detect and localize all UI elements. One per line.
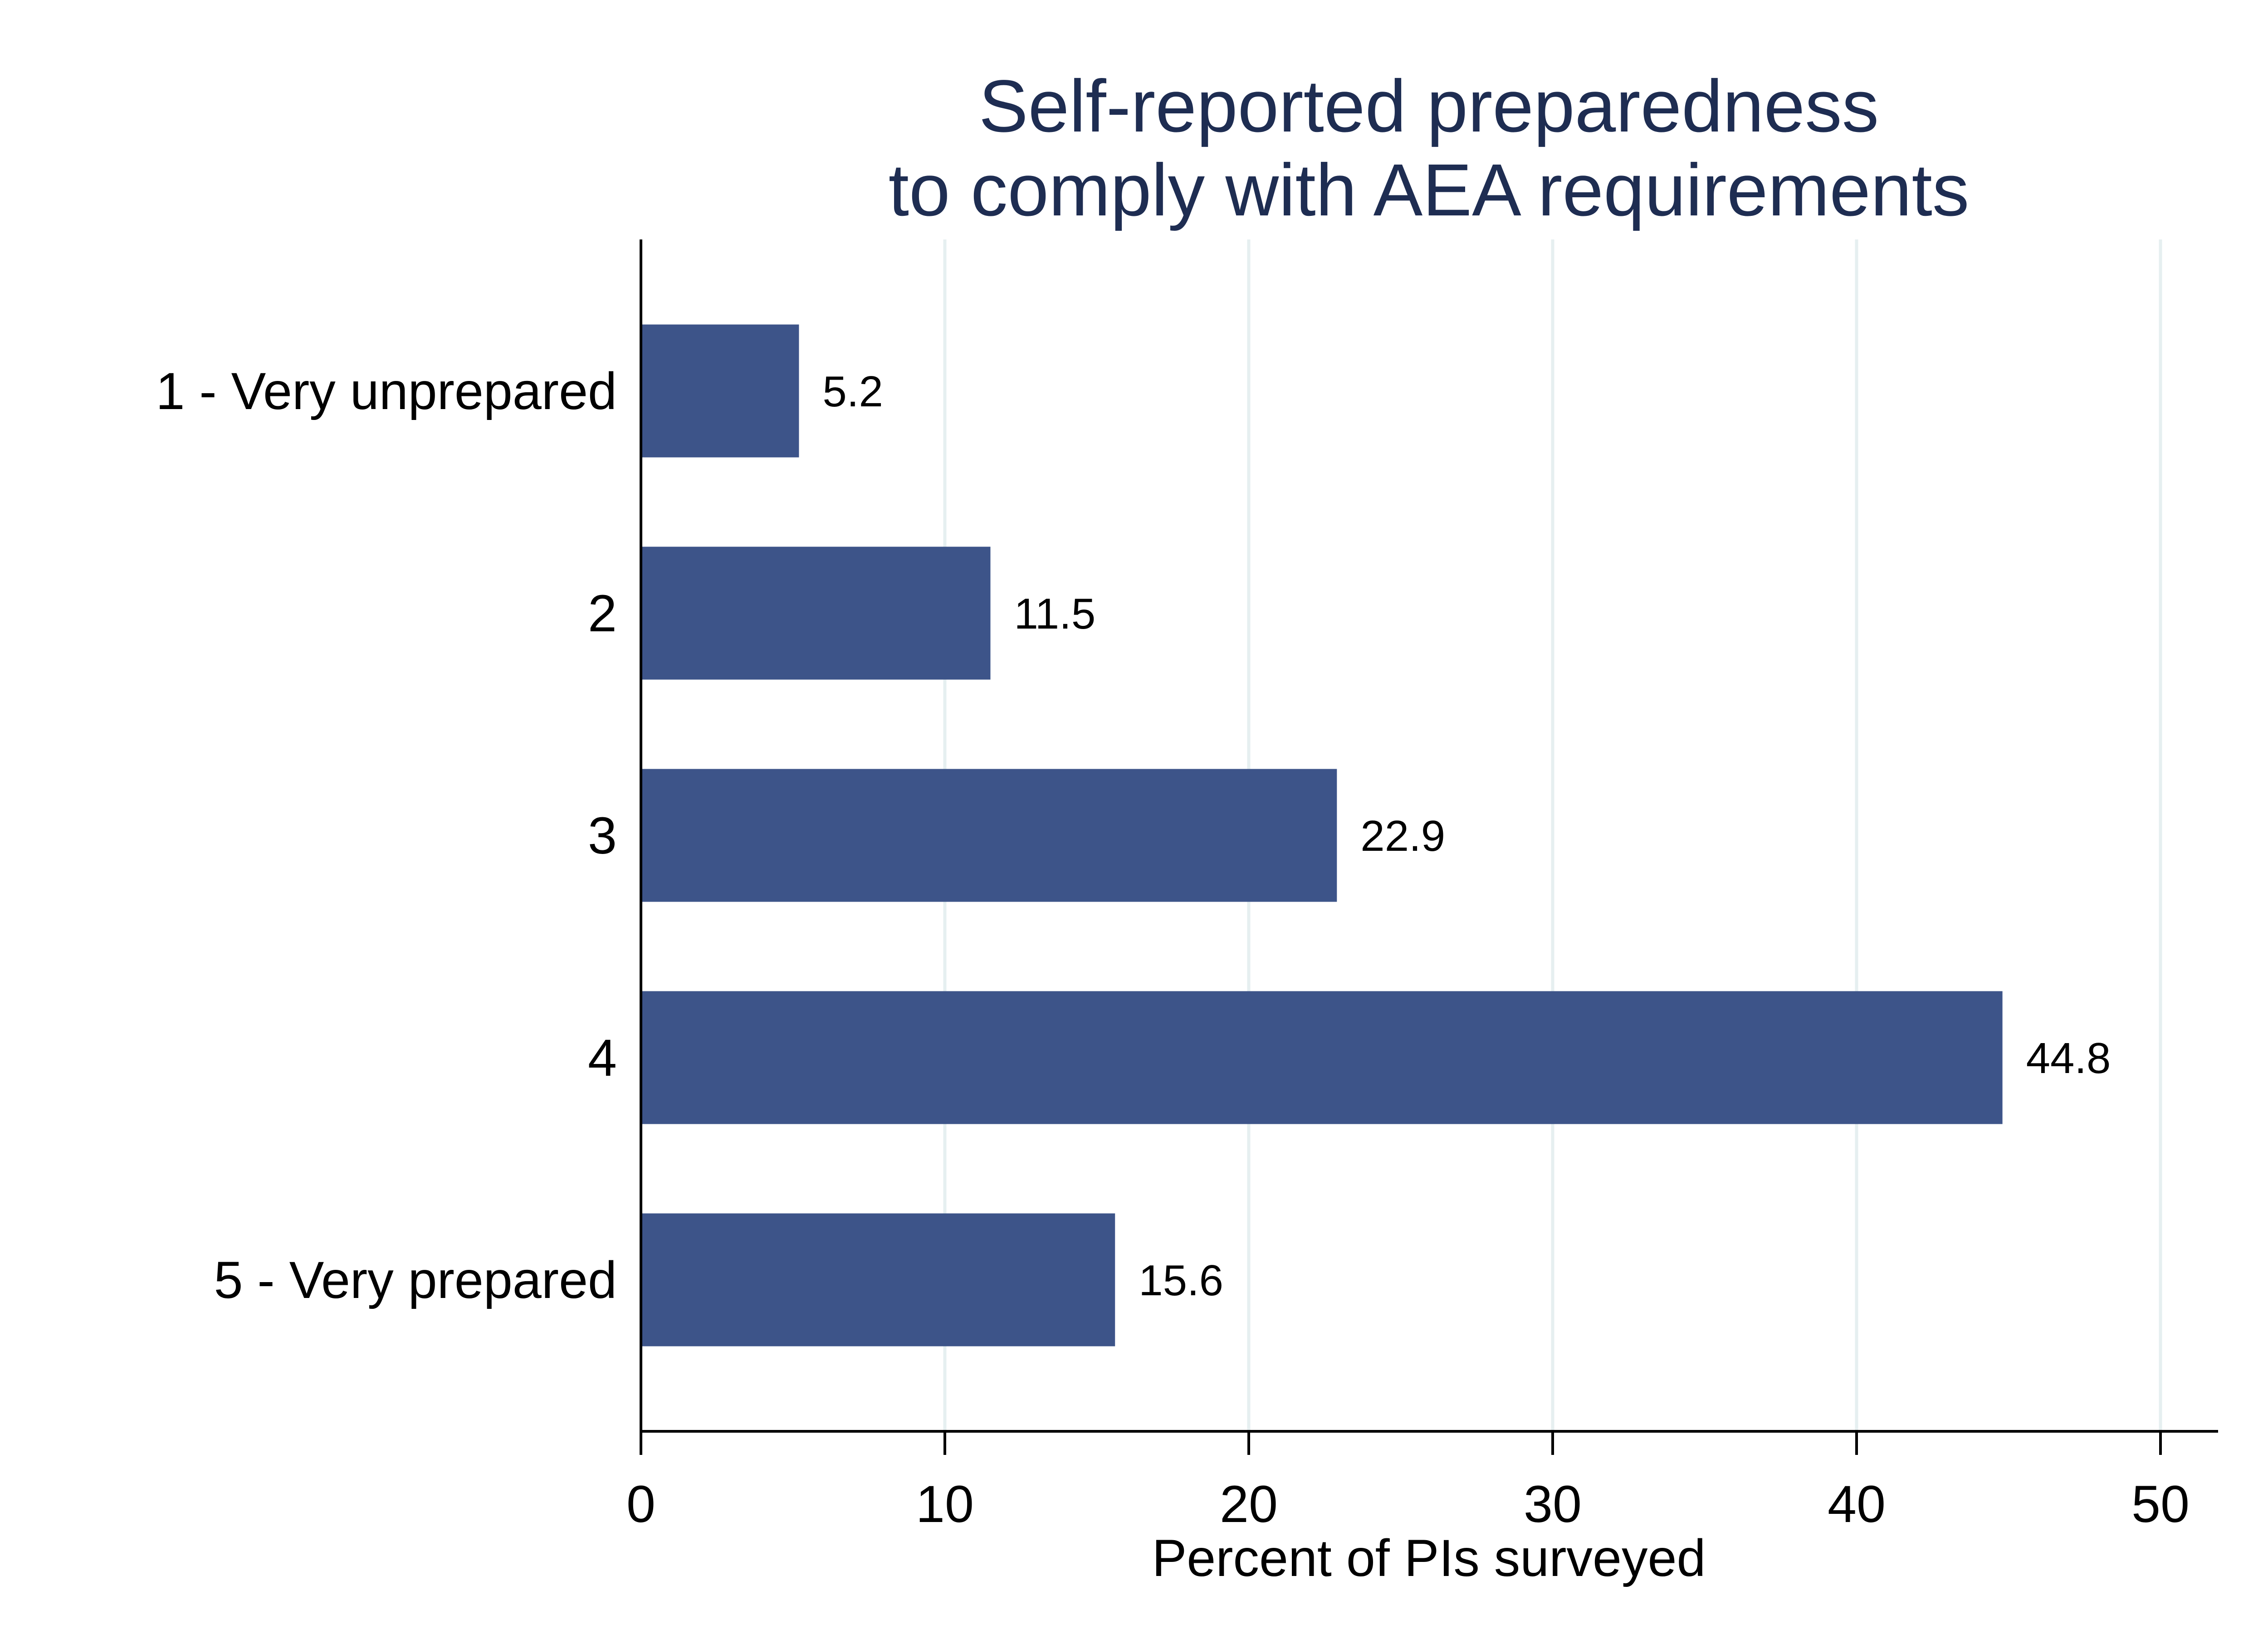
x-axis-title: Percent of PIs surveyed bbox=[1152, 1529, 1706, 1587]
data-label: 15.6 bbox=[1139, 1256, 1223, 1305]
x-tick-label: 10 bbox=[916, 1475, 974, 1533]
category-label: 4 bbox=[588, 1029, 617, 1087]
bar bbox=[641, 546, 991, 680]
chart-title-line-1: Self-reported preparedness bbox=[979, 64, 1879, 147]
bar bbox=[641, 1213, 1115, 1347]
category-label: 2 bbox=[588, 585, 617, 643]
x-tick-label: 40 bbox=[1828, 1475, 1886, 1533]
category-label: 5 - Very prepared bbox=[214, 1251, 617, 1309]
data-labels: 5.2 11.5 22.9 44.8 15.6 bbox=[822, 367, 2111, 1305]
data-label: 44.8 bbox=[2026, 1034, 2111, 1083]
data-label: 22.9 bbox=[1360, 812, 1445, 860]
bars bbox=[641, 324, 2003, 1347]
x-tick-label: 0 bbox=[626, 1475, 655, 1533]
x-tick-label: 20 bbox=[1220, 1475, 1278, 1533]
chart-title-line-2: to comply with AEA requirements bbox=[889, 148, 1970, 231]
category-label: 3 bbox=[588, 807, 617, 865]
bar bbox=[641, 769, 1337, 902]
bar bbox=[641, 991, 2003, 1124]
x-tick-label: 50 bbox=[2131, 1475, 2190, 1533]
category-label: 1 - Very unprepared bbox=[156, 362, 617, 420]
bar bbox=[641, 324, 799, 458]
category-labels: 1 - Very unprepared 2 3 4 5 - Very prepared bbox=[156, 362, 617, 1309]
x-ticks: 0 10 20 30 40 50 bbox=[626, 1431, 2190, 1533]
data-label: 5.2 bbox=[822, 367, 883, 416]
x-tick-label: 30 bbox=[1524, 1475, 1582, 1533]
data-label: 11.5 bbox=[1014, 590, 1096, 638]
axes bbox=[640, 239, 2218, 1433]
